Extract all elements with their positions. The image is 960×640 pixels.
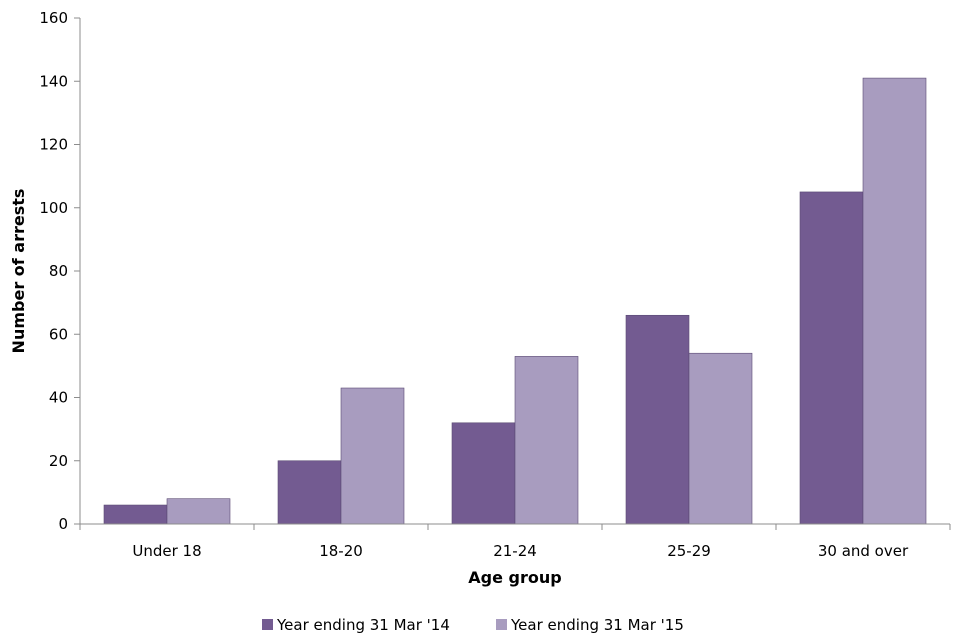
y-tick-label: 160 xyxy=(39,9,68,27)
bar-1-25-29 xyxy=(625,314,690,525)
y-tick-label: 40 xyxy=(49,389,68,407)
legend-swatch xyxy=(262,619,273,630)
x-axis-ticks: Under 18 18-20 21-24 25-29 30 and over xyxy=(79,524,951,560)
y-axis-title: Number of arrests xyxy=(9,189,28,354)
y-tick-label: 100 xyxy=(39,199,68,217)
legend-label: Year ending 31 Mar '14 xyxy=(276,616,450,634)
bar-1-21-24 xyxy=(451,422,516,525)
bars xyxy=(103,77,927,525)
bar-2-under-18 xyxy=(166,498,231,525)
x-tick-label: 25-29 xyxy=(667,542,711,560)
bar-1-30-and-over xyxy=(799,191,864,525)
x-tick-label: 18-20 xyxy=(319,542,363,560)
bar-2-30-and-over xyxy=(862,77,927,525)
x-tick-label: 30 and over xyxy=(818,542,909,560)
bar-2-25-29 xyxy=(688,352,753,525)
legend-label: Year ending 31 Mar '15 xyxy=(510,616,684,634)
x-tick-label: 21-24 xyxy=(493,542,537,560)
y-tick-label: 120 xyxy=(39,136,68,154)
bar-2-21-24 xyxy=(514,356,579,525)
x-axis-title: Age group xyxy=(468,568,561,587)
y-tick-label: 60 xyxy=(49,325,68,343)
x-tick-label: Under 18 xyxy=(132,542,201,560)
y-tick-label: 140 xyxy=(39,72,68,90)
y-tick-label: 0 xyxy=(58,515,68,533)
bar-1-under-18 xyxy=(103,504,168,525)
legend-swatch xyxy=(496,619,507,630)
bar-2-18-20 xyxy=(340,387,405,525)
y-tick-label: 80 xyxy=(49,262,68,280)
bar-1-18-20 xyxy=(277,460,342,525)
legend: Year ending 31 Mar '14 Year ending 31 Mar… xyxy=(262,616,684,634)
y-axis-ticks: 0 20 40 60 80 100 120 140 160 xyxy=(39,9,80,533)
y-tick-label: 20 xyxy=(49,452,68,470)
